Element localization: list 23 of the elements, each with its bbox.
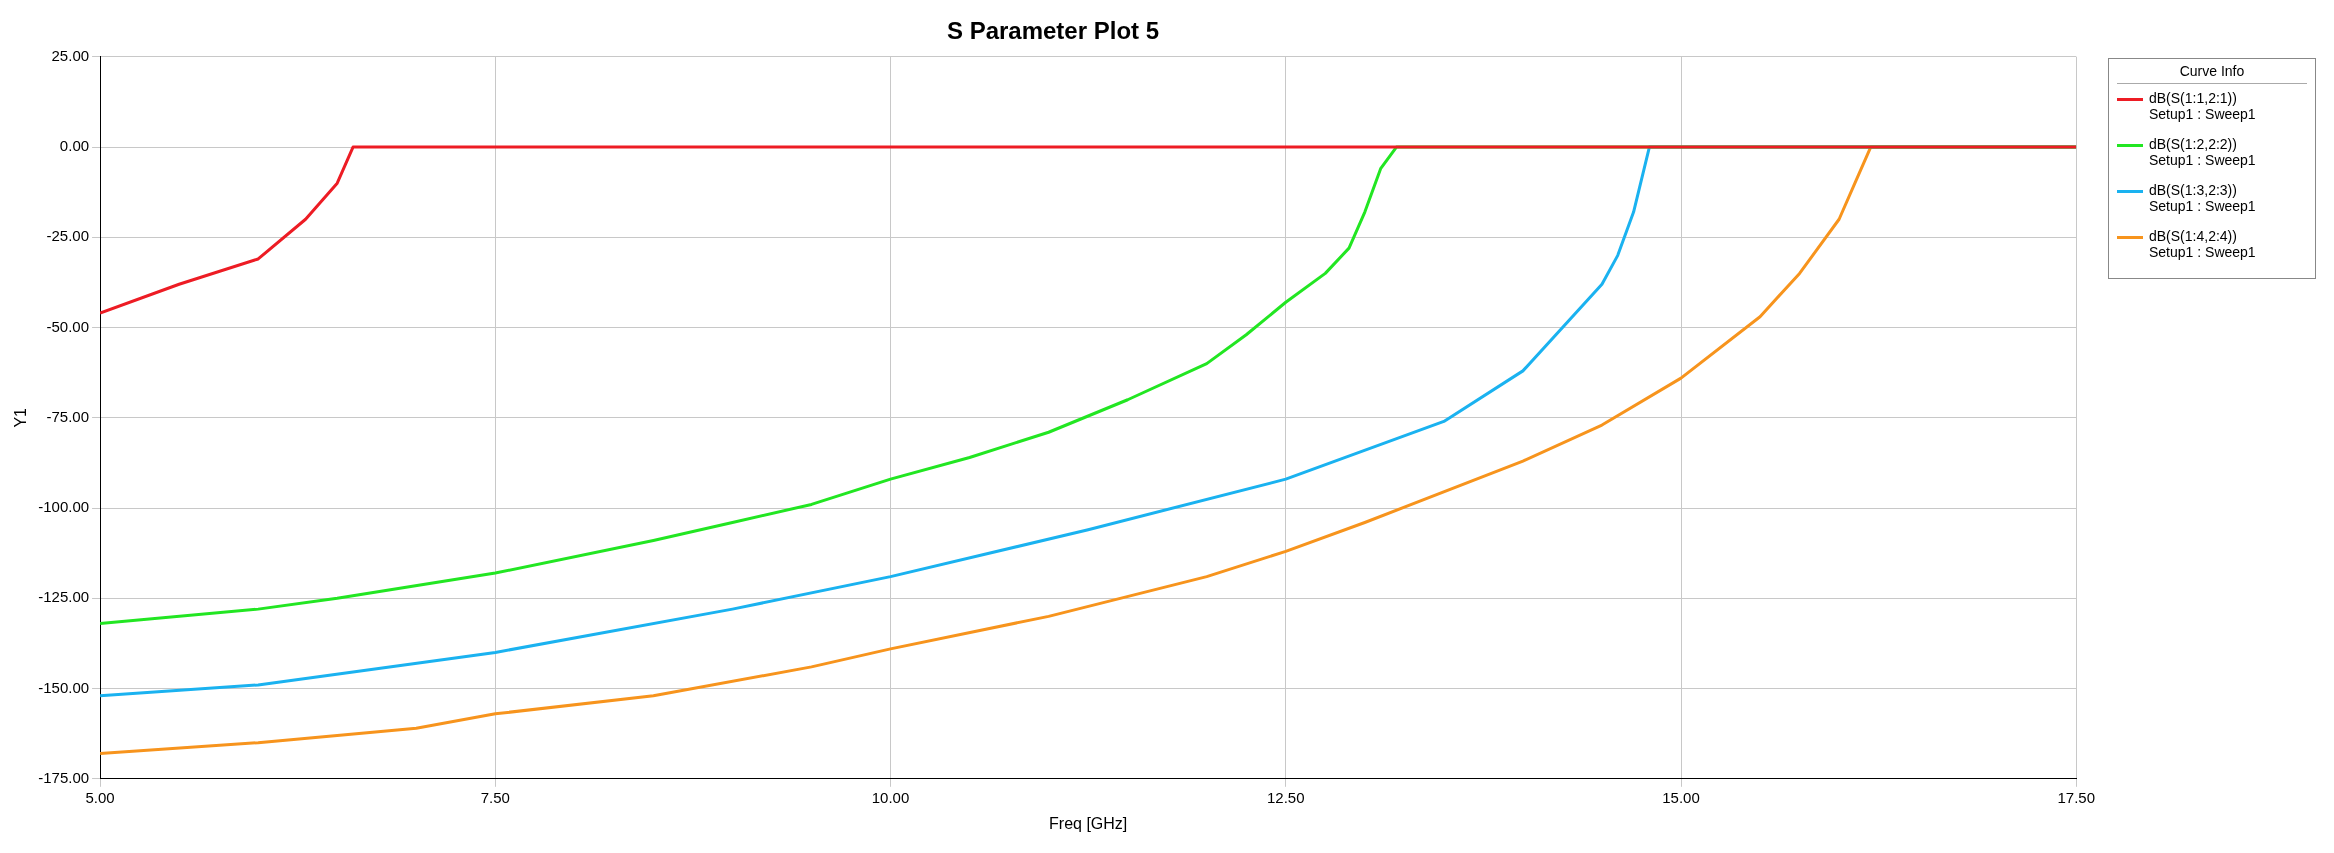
y-tick-label: 0.00: [59, 137, 90, 155]
chart-title: S Parameter Plot 5: [946, 17, 1160, 45]
y-tick-label: -150.00: [38, 678, 90, 696]
y-tick-label: -25.00: [46, 227, 90, 245]
y-tick-label: -125.00: [38, 588, 90, 606]
legend-label: dB(S(1:2,2:2)) Setup1 : Sweep1: [2149, 136, 2256, 168]
legend-label: dB(S(1:4,2:4)) Setup1 : Sweep1: [2149, 228, 2256, 260]
x-tick-label: 7.50: [480, 788, 510, 806]
x-tick-label: 15.00: [1662, 788, 1700, 806]
y-tick-label: -100.00: [38, 498, 90, 516]
x-tick-label: 17.50: [2057, 788, 2096, 806]
legend-title: Curve Info: [2117, 63, 2307, 84]
legend-label: dB(S(1:1,2:1)) Setup1 : Sweep1: [2149, 90, 2256, 122]
x-tick-label: 10.00: [871, 788, 910, 806]
y-tick-label: -50.00: [46, 317, 90, 335]
x-tick-label: 12.50: [1267, 788, 1305, 806]
y-tick-label: -175.00: [38, 768, 90, 786]
y-tick-label: -75.00: [46, 407, 90, 425]
y-tick-label: 25.00: [51, 46, 90, 64]
y-axis-title: Y1: [12, 407, 30, 428]
x-tick-label: 5.00: [85, 788, 115, 806]
legend-label: dB(S(1:3,2:3)) Setup1 : Sweep1: [2149, 182, 2256, 214]
x-axis-title: Freq [GHz]: [1049, 814, 1128, 832]
